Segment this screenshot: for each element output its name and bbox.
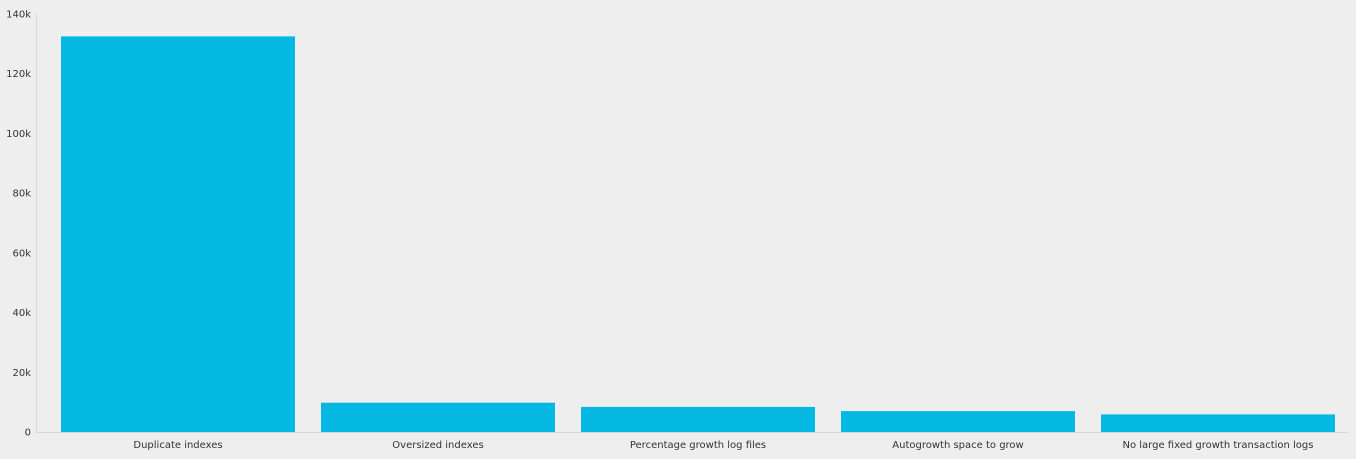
bars [61,36,1335,433]
bar[interactable] [61,36,295,433]
x-category-label: Oversized indexes [392,440,483,451]
bar[interactable] [841,411,1075,432]
bar[interactable] [581,406,815,432]
y-axis-ticks: 0 20k 40k 60k 80k 100k 120k 140k [6,10,31,439]
y-tick-label: 20k [12,368,31,379]
y-tick-label: 140k [6,10,31,21]
y-tick-label: 0 [25,428,31,439]
x-category-label: No large fixed growth transaction logs [1123,440,1314,451]
y-tick-label: 100k [6,129,31,140]
y-tick-label: 120k [6,69,31,80]
x-category-label: Autogrowth space to grow [892,440,1023,451]
x-category-label: Duplicate indexes [133,440,222,451]
bar[interactable] [321,402,555,432]
x-axis-labels: Duplicate indexes Oversized indexes Percen… [133,440,1313,451]
y-tick-label: 40k [12,308,31,319]
y-tick-label: 80k [12,189,31,200]
y-tick-label: 60k [12,248,31,259]
x-category-label: Percentage growth log files [630,440,766,451]
bar[interactable] [1101,414,1335,432]
